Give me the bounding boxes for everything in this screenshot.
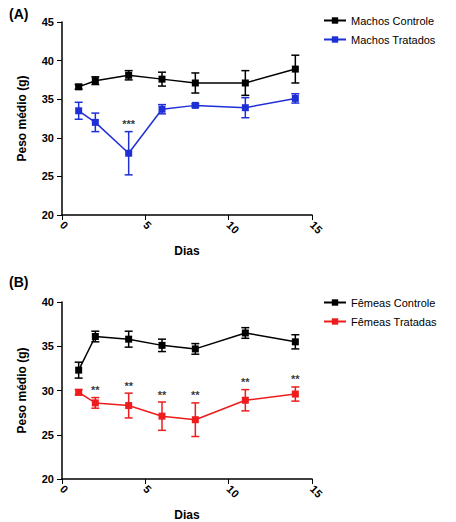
- svg-text:30: 30: [42, 385, 54, 397]
- svg-text:0: 0: [58, 483, 71, 496]
- svg-text:20: 20: [42, 209, 54, 221]
- svg-text:**: **: [158, 389, 167, 401]
- svg-text:5: 5: [141, 483, 154, 496]
- svg-text:20: 20: [42, 473, 54, 485]
- svg-text:40: 40: [42, 296, 54, 308]
- svg-text:5: 5: [141, 219, 154, 232]
- svg-text:**: **: [191, 389, 200, 401]
- svg-text:Fêmeas Tratadas: Fêmeas Tratadas: [351, 316, 437, 328]
- svg-text:**: **: [124, 380, 133, 392]
- svg-text:Peso médio (g): Peso médio (g): [15, 75, 29, 161]
- svg-text:25: 25: [42, 429, 54, 441]
- svg-text:(B): (B): [9, 274, 28, 290]
- svg-text:30: 30: [42, 132, 54, 144]
- svg-text:25: 25: [42, 170, 54, 182]
- svg-text:Machos Tratados: Machos Tratados: [351, 34, 436, 46]
- svg-text:10: 10: [224, 483, 241, 500]
- svg-text:Dias: Dias: [174, 508, 200, 522]
- svg-text:**: **: [291, 373, 300, 385]
- svg-text:35: 35: [42, 93, 54, 105]
- svg-text:15: 15: [308, 219, 325, 236]
- svg-text:45: 45: [42, 16, 54, 28]
- svg-text:***: ***: [122, 118, 136, 130]
- svg-text:Machos Controle: Machos Controle: [351, 15, 434, 27]
- svg-text:0: 0: [58, 219, 71, 232]
- svg-text:**: **: [241, 376, 250, 388]
- svg-text:Peso médio (g): Peso médio (g): [15, 347, 29, 433]
- svg-text:Fêmeas Controle: Fêmeas Controle: [351, 297, 435, 309]
- svg-text:15: 15: [308, 483, 325, 500]
- svg-text:**: **: [91, 384, 100, 396]
- svg-text:40: 40: [42, 55, 54, 67]
- svg-text:35: 35: [42, 340, 54, 352]
- svg-text:Dias: Dias: [174, 244, 200, 258]
- svg-text:10: 10: [224, 219, 241, 236]
- svg-text:(A): (A): [9, 6, 28, 22]
